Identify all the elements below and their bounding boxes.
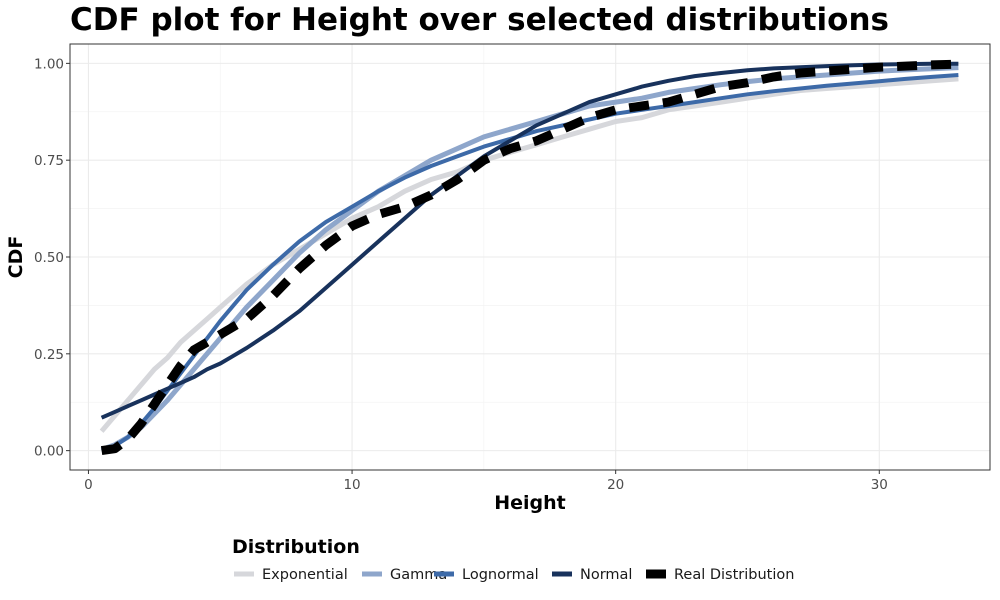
legend-item-real-distribution: Real Distribution (646, 567, 794, 583)
legend-label: Normal (580, 567, 632, 583)
x-axis-tick-labels: 0 10 20 30 (84, 477, 888, 493)
y-tick-label: 1.00 (34, 56, 64, 72)
x-tick-label: 30 (871, 477, 888, 493)
legend: Exponential Gamma Lognormal Normal Real Dist… (234, 567, 794, 583)
y-tick-label: 0.00 (34, 444, 64, 460)
legend-label: Gamma (390, 567, 447, 583)
y-tick-label: 0.50 (34, 250, 64, 266)
series-line-exponential (99, 76, 959, 433)
legend-label: Lognormal (462, 567, 539, 583)
y-axis-tick-labels: 0.00 0.25 0.50 0.75 1.00 (34, 56, 64, 459)
legend-item-gamma: Gamma (362, 567, 447, 583)
legend-title: Distribution (232, 536, 360, 558)
legend-label: Exponential (262, 567, 348, 583)
x-tick-label: 10 (343, 477, 360, 493)
legend-item-exponential: Exponential (234, 567, 348, 583)
chart-title: CDF plot for Height over selected distri… (70, 2, 889, 38)
axis-ticks (66, 62, 880, 474)
series-line-real-distribution (100, 59, 959, 456)
legend-item-lognormal: Lognormal (434, 567, 539, 583)
x-axis-title: Height (494, 492, 566, 514)
y-tick-label: 0.25 (34, 347, 64, 363)
series-line-lognormal (100, 73, 959, 453)
series-layer (99, 59, 959, 456)
x-tick-label: 20 (607, 477, 624, 493)
panel-border (69, 43, 991, 471)
y-axis-title: CDF (5, 236, 27, 279)
x-tick-label: 0 (84, 477, 93, 493)
legend-item-normal: Normal (552, 567, 632, 583)
legend-label: Real Distribution (674, 567, 794, 583)
y-tick-label: 0.75 (34, 153, 64, 169)
